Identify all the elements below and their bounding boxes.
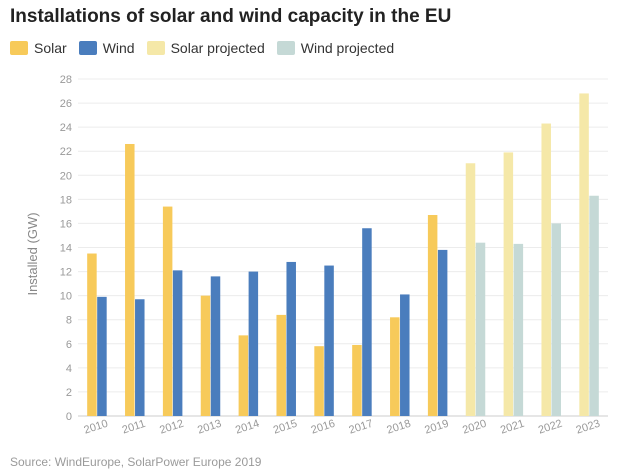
bar-wind-2015 bbox=[286, 261, 296, 416]
legend-swatch-solar bbox=[10, 41, 28, 55]
bar-solar-2014 bbox=[238, 335, 249, 416]
y-tick-label-0: 0 bbox=[66, 411, 72, 423]
x-tick-label-2023: 2023 bbox=[575, 418, 602, 437]
y-tick-label-14: 14 bbox=[60, 243, 72, 255]
y-tick-label-6: 6 bbox=[66, 339, 72, 351]
bar-wind-2011 bbox=[135, 299, 145, 416]
y-tick-label-24: 24 bbox=[60, 122, 72, 134]
x-tick-label-2016: 2016 bbox=[310, 418, 337, 437]
bar-solar-projected-2021 bbox=[503, 152, 514, 417]
legend: Solar Wind Solar projected Wind projecte… bbox=[10, 40, 406, 56]
x-tick-label-2010: 2010 bbox=[83, 418, 110, 437]
chart-title: Installations of solar and wind capacity… bbox=[10, 6, 452, 27]
bar-wind-2010 bbox=[97, 296, 107, 416]
bar-solar-projected-2020 bbox=[465, 163, 476, 416]
bar-solar-2019 bbox=[427, 215, 438, 416]
legend-label-solar: Solar bbox=[34, 40, 67, 56]
bar-solar-2010 bbox=[87, 253, 97, 416]
bar-wind-2019 bbox=[437, 249, 448, 416]
legend-item-wind-projected[interactable]: Wind projected bbox=[276, 40, 395, 56]
legend-label-wind: Wind bbox=[102, 40, 135, 56]
x-tick-label-2020: 2020 bbox=[461, 418, 488, 437]
y-tick-label-22: 22 bbox=[60, 146, 72, 158]
bar-solar-projected-2022 bbox=[541, 123, 551, 417]
x-tick-label-2021: 2021 bbox=[499, 418, 526, 437]
y-tick-label-16: 16 bbox=[60, 218, 72, 230]
bar-solar-2018 bbox=[390, 317, 400, 416]
legend-swatch-wind-projected bbox=[276, 41, 295, 55]
bar-wind-2016 bbox=[324, 265, 334, 416]
bar-wind-projected-2023 bbox=[589, 195, 599, 416]
legend-item-solar[interactable]: Solar bbox=[10, 40, 67, 56]
y-tick-label-28: 28 bbox=[60, 74, 72, 86]
bar-solar-2015 bbox=[276, 314, 286, 416]
x-tick-label-2011: 2011 bbox=[121, 418, 147, 437]
y-tick-label-10: 10 bbox=[60, 291, 72, 303]
x-tick-label-2012: 2012 bbox=[158, 418, 185, 437]
bar-wind-2017 bbox=[362, 228, 372, 416]
bar-wind-2012 bbox=[172, 270, 183, 416]
bar-wind-2018 bbox=[400, 294, 410, 416]
bar-solar-2017 bbox=[352, 344, 362, 416]
y-tick-label-12: 12 bbox=[60, 267, 72, 279]
legend-label-solar-projected: Solar projected bbox=[170, 40, 265, 56]
x-tick-label-2018: 2018 bbox=[385, 418, 412, 437]
x-tick-label-2022: 2022 bbox=[537, 418, 564, 437]
bar-wind-projected-2020 bbox=[475, 242, 486, 416]
x-tick-label-2014: 2014 bbox=[234, 418, 261, 437]
y-tick-label-8: 8 bbox=[66, 315, 72, 327]
legend-swatch-solar-projected bbox=[146, 41, 165, 55]
legend-label-wind-projected: Wind projected bbox=[300, 40, 395, 56]
x-tick-label-2013: 2013 bbox=[196, 418, 223, 437]
x-tick-label-2015: 2015 bbox=[272, 418, 299, 437]
bar-solar-2016 bbox=[314, 346, 324, 416]
bar-solar-2012 bbox=[162, 206, 173, 416]
bar-wind-2013 bbox=[210, 276, 221, 416]
y-tick-label-18: 18 bbox=[60, 194, 72, 206]
y-tick-label-26: 26 bbox=[60, 98, 72, 110]
x-axis-ticks: 2010 2011 2012 2013 2014 2015 2016 2017 2018 2019… bbox=[83, 418, 602, 437]
legend-item-solar-projected[interactable]: Solar projected bbox=[146, 40, 265, 56]
x-tick-label-2017: 2017 bbox=[348, 418, 375, 437]
y-tick-label-2: 2 bbox=[66, 387, 72, 399]
y-axis-label: Installed (GW) bbox=[25, 212, 40, 295]
bar-wind-projected-2021 bbox=[513, 243, 524, 416]
bar-wind-projected-2022 bbox=[551, 223, 561, 416]
source-note: Source: WindEurope, SolarPower Europe 20… bbox=[10, 455, 262, 469]
bars bbox=[87, 93, 599, 417]
x-tick-label-2019: 2019 bbox=[423, 418, 450, 437]
y-tick-label-4: 4 bbox=[66, 363, 72, 375]
y-tick-label-20: 20 bbox=[60, 170, 72, 182]
bar-solar-2013 bbox=[200, 295, 211, 416]
bar-wind-2014 bbox=[248, 271, 259, 416]
bar-solar-projected-2023 bbox=[579, 93, 589, 416]
legend-swatch-wind bbox=[78, 41, 97, 55]
gridlines bbox=[78, 78, 608, 417]
legend-item-wind[interactable]: Wind bbox=[78, 40, 135, 56]
bar-solar-2011 bbox=[125, 143, 135, 416]
